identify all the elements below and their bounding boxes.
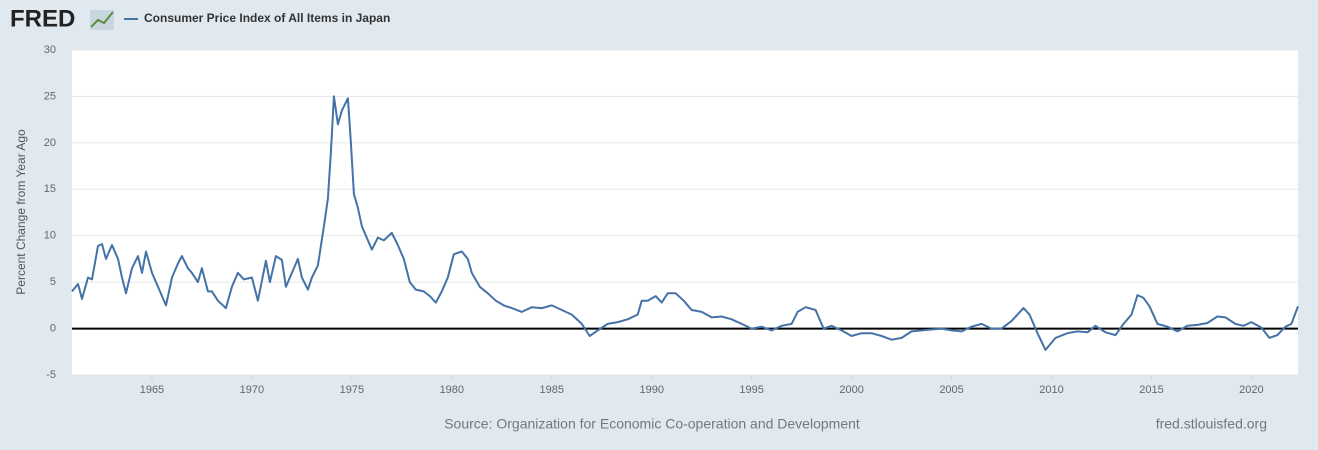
x-tick-label: 1975 (340, 384, 364, 396)
plot-area (72, 50, 1298, 375)
x-tick-label: 2005 (939, 384, 963, 396)
y-tick-label: 20 (44, 137, 56, 149)
data-line (71, 95, 1299, 351)
x-tick-label: 1990 (639, 384, 663, 396)
x-tick-label: 2020 (1239, 384, 1263, 396)
y-axis-label: Percent Change from Year Ago (14, 129, 28, 295)
y-tick-label: -5 (46, 369, 56, 381)
x-tick-label: 2015 (1139, 384, 1163, 396)
logo-icon (90, 10, 114, 30)
y-tick-label: 0 (50, 322, 56, 334)
y-tick-label: 25 (44, 90, 56, 102)
y-tick-label: 15 (44, 183, 56, 195)
legend-label: Consumer Price Index of All Items in Jap… (144, 11, 390, 25)
logo: FRED (10, 5, 75, 32)
x-tick-label: 1970 (240, 384, 264, 396)
site: fred.stlouisfed.org (1156, 416, 1267, 432)
y-tick-label: 30 (44, 44, 56, 56)
x-tick-label: 1965 (140, 384, 164, 396)
x-tick-label: 1995 (739, 384, 763, 396)
x-tick-label: 1985 (540, 384, 564, 396)
y-tick-label: 5 (50, 276, 56, 288)
y-tick-label: 10 (44, 230, 56, 242)
x-tick-label: 2000 (839, 384, 863, 396)
x-tick-label: 2010 (1039, 384, 1063, 396)
source: Source: Organization for Economic Co-ope… (444, 416, 860, 432)
x-tick-label: 1980 (440, 384, 464, 396)
